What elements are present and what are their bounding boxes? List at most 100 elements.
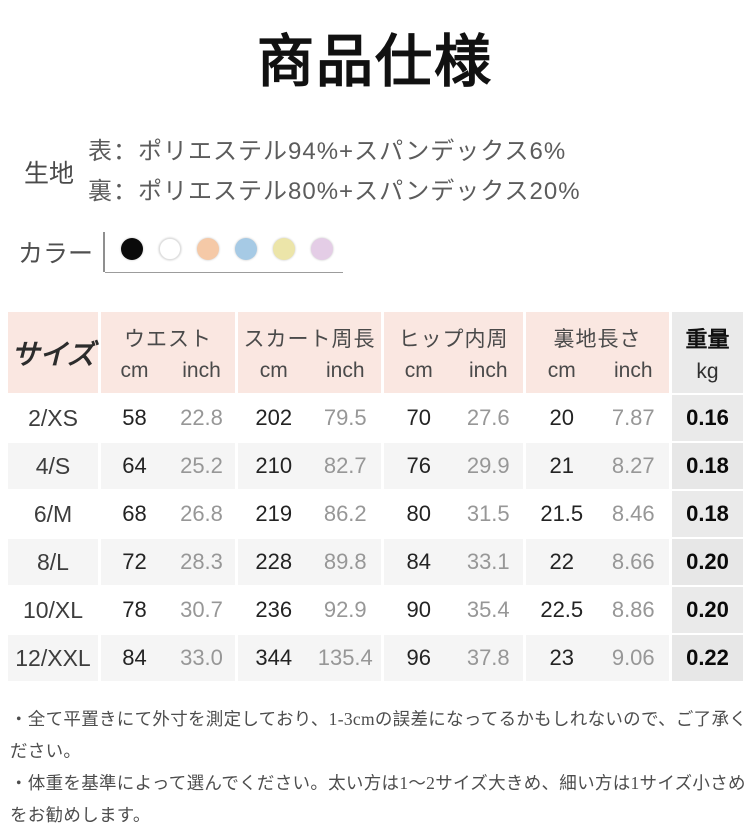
hip-inch-value: 31.5 [466,501,510,526]
size-table: サイズ ウエスト cm inch スカート周長 cm inch ヒップ内周 cm… [8,312,744,681]
weight-value: 0.22 [672,635,743,681]
weight-value: 0.20 [672,587,743,633]
lining-inch-value: 7.87 [611,405,655,430]
skirt-cells: 219 86.2 [238,491,381,537]
header-lining-inch: inch [613,358,653,382]
skirt-inch-value: 82.7 [323,453,367,478]
waist-cells: 84 33.0 [101,635,235,681]
lining-cm-value: 22.5 [540,597,584,622]
fabric-label: 生地 [24,160,75,188]
header-waist-label: ウエスト [124,327,212,351]
skirt-cm-value: 344 [255,645,293,670]
hip-cm-value: 76 [406,453,431,478]
header-waist-cm: cm [120,358,149,382]
color-swatch-white[interactable] [159,237,182,260]
hip-inch-value: 33.1 [466,549,510,574]
skirt-cm-value: 219 [255,501,293,526]
skirt-inch-value: 89.8 [323,549,367,574]
header-skirt-label: スカート周長 [243,327,376,351]
size-cell: 10/XL [8,587,98,633]
waist-cm-value: 68 [122,501,147,526]
header-skirt-cm: cm [259,358,288,382]
waist-inch-value: 22.8 [180,405,223,430]
notes-section: ・全て平置きにて外寸を測定しており、1-3cmの誤差になってるかもしれないので、… [10,703,750,831]
skirt-cells: 210 82.7 [238,443,381,489]
lining-cells: 21.5 8.46 [526,491,669,537]
header-weight: 重量 kg [672,312,743,393]
waist-cells: 72 28.3 [101,539,235,585]
header-skirt-inch: inch [325,358,365,382]
header-skirt: スカート周長 cm inch [238,312,381,393]
weight-value: 0.20 [672,539,743,585]
size-cell: 4/S [8,443,98,489]
header-hip-cm: cm [404,358,433,382]
fabric-front-line: 表：ポリエステル94%+スパンデックス6% [88,138,567,165]
lining-cells: 22 8.66 [526,539,669,585]
lining-cells: 23 9.06 [526,635,669,681]
waist-cm-value: 84 [122,645,147,670]
header-weight-unit: kg [696,359,719,383]
weight-value: 0.18 [672,443,743,489]
color-swatch-strip [105,232,344,273]
skirt-inch-value: 135.4 [317,645,373,670]
color-swatch-light-blue[interactable] [235,237,258,260]
table-row-10xl: 10/XL 78 30.7 236 92.9 90 35.4 22.5 8.86… [8,587,744,633]
lining-cells: 20 7.87 [526,395,669,441]
skirt-inch-value: 92.9 [323,597,367,622]
lining-cm-value: 21 [549,453,574,478]
color-label: カラー [18,240,94,268]
color-swatch-black[interactable] [121,237,144,260]
lining-cm-value: 23 [549,645,574,670]
hip-cells: 80 31.5 [384,491,523,537]
hip-inch-value: 29.9 [466,453,510,478]
hip-cells: 76 29.9 [384,443,523,489]
skirt-cm-value: 202 [255,405,293,430]
lining-inch-value: 8.27 [611,453,655,478]
header-weight-label: 重量 [685,326,730,352]
waist-cells: 68 26.8 [101,491,235,537]
skirt-inch-value: 86.2 [323,501,367,526]
waist-cm-value: 64 [122,453,147,478]
color-swatch-lavender[interactable] [311,237,334,260]
hip-cells: 90 35.4 [384,587,523,633]
lining-inch-value: 9.06 [611,645,655,670]
fabric-back-line: 裏：ポリエステル80%+スパンデックス20% [88,178,581,205]
size-cell: 8/L [8,539,98,585]
header-size: サイズ [8,312,98,393]
page-title: 商品仕様 [257,30,493,94]
header-hip-inch: inch [468,358,508,382]
fabric-lines: 表：ポリエステル94%+スパンデックス6% 裏：ポリエステル80%+スパンデック… [88,132,581,212]
color-swatch-light-yellow[interactable] [273,237,296,260]
header-lining-label: 裏地長さ [553,327,642,351]
waist-cells: 78 30.7 [101,587,235,633]
hip-cells: 70 27.6 [384,395,523,441]
size-cell: 6/M [8,491,98,537]
hip-cells: 84 33.1 [384,539,523,585]
lining-inch-value: 8.46 [611,501,655,526]
lining-cells: 21 8.27 [526,443,669,489]
table-header-row: サイズ ウエスト cm inch スカート周長 cm inch ヒップ内周 cm… [8,312,744,393]
hip-cm-value: 80 [406,501,431,526]
lining-inch-value: 8.66 [611,549,655,574]
lining-cells: 22.5 8.86 [526,587,669,633]
hip-cm-value: 70 [406,405,431,430]
weight-value: 0.16 [672,395,743,441]
hip-inch-value: 37.8 [466,645,510,670]
skirt-cells: 344 135.4 [238,635,381,681]
waist-inch-value: 28.3 [180,549,223,574]
header-hip-label: ヒップ内周 [398,327,509,351]
table-row-2xs: 2/XS 58 22.8 202 79.5 70 27.6 20 7.87 0.… [8,395,744,441]
hip-inch-value: 27.6 [466,405,510,430]
waist-inch-value: 30.7 [180,597,223,622]
lining-cm-value: 21.5 [540,501,584,526]
color-swatch-peach[interactable] [197,237,220,260]
table-row-6m: 6/M 68 26.8 219 86.2 80 31.5 21.5 8.46 0… [8,491,744,537]
skirt-cells: 202 79.5 [238,395,381,441]
lining-inch-value: 8.86 [611,597,655,622]
table-row-4s: 4/S 64 25.2 210 82.7 76 29.9 21 8.27 0.1… [8,443,744,489]
waist-cells: 58 22.8 [101,395,235,441]
header-hip: ヒップ内周 cm inch [384,312,523,393]
note-measurement: ・全て平置きにて外寸を測定しており、1-3cmの誤差になってるかもしれないので、… [10,709,748,761]
lining-cm-value: 22 [549,549,574,574]
color-divider [103,232,106,272]
